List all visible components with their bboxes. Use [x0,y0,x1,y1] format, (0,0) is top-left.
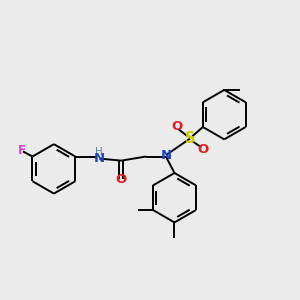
Text: O: O [116,173,127,186]
Text: N: N [94,152,105,165]
Text: O: O [197,143,208,157]
Text: O: O [171,120,182,133]
Text: N: N [160,148,172,162]
Text: F: F [17,144,26,157]
Text: S: S [185,131,195,146]
Text: H: H [95,147,103,157]
